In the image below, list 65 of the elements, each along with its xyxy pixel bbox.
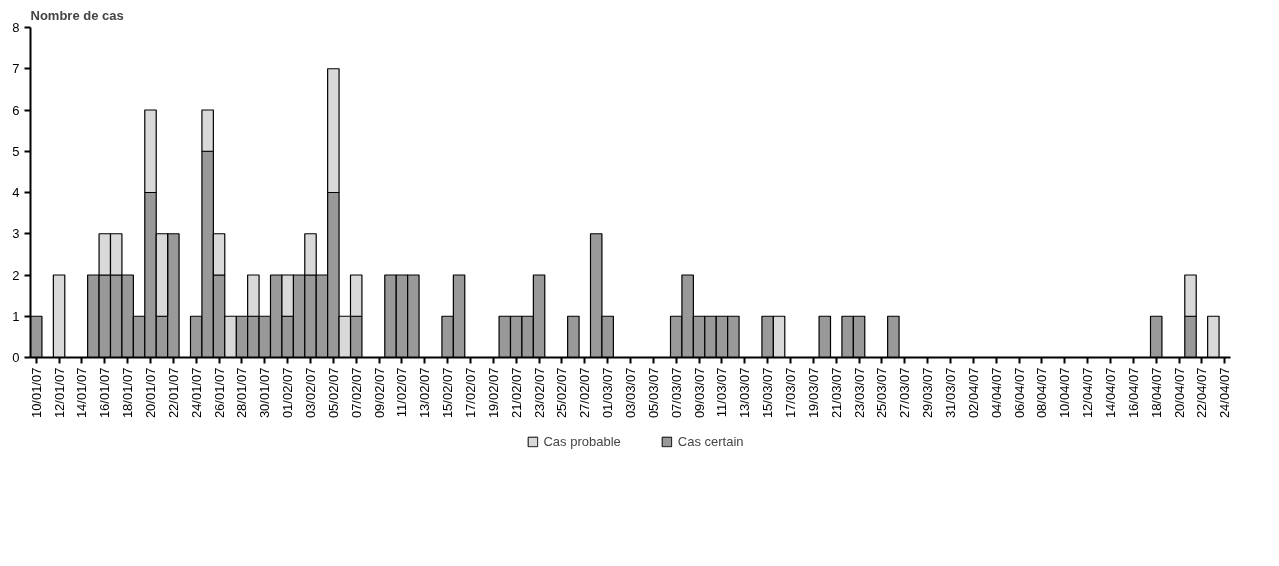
x-tick-label: 01/02/07 xyxy=(280,367,296,419)
x-tick-label: 30/01/07 xyxy=(257,367,273,419)
x-tick-label: 06/04/07 xyxy=(1011,367,1027,419)
x-tick-label: 11/03/07 xyxy=(714,367,730,418)
x-tick-label: 08/04/07 xyxy=(1034,367,1050,419)
y-tick-label: 8 xyxy=(12,20,20,35)
x-tick-label: 12/01/07 xyxy=(51,367,67,419)
x-tick-label: 24/04/07 xyxy=(1217,367,1233,419)
x-tick-label: 04/04/07 xyxy=(988,367,1004,419)
x-tick-label: 13/02/07 xyxy=(417,367,433,419)
x-tick-label: 23/03/07 xyxy=(851,367,867,419)
x-tick-label: 03/03/07 xyxy=(623,367,638,419)
x-tick-label: 01/03/07 xyxy=(600,367,616,419)
x-tick-label: 14/04/07 xyxy=(1103,367,1118,419)
x-tick-label: 25/03/07 xyxy=(874,367,890,419)
x-tick-label: 18/01/07 xyxy=(120,367,136,419)
x-tick-label: 10/04/07 xyxy=(1057,367,1073,419)
x-tick-label: 24/01/07 xyxy=(188,367,204,419)
x-tick-label: 20/01/07 xyxy=(143,367,158,419)
y-tick-label: 5 xyxy=(12,143,20,159)
x-tick-label: 15/02/07 xyxy=(440,367,456,419)
x-tick-label: 22/01/07 xyxy=(165,367,181,419)
y-tick-label: 2 xyxy=(12,267,20,283)
x-tick-label: 27/02/07 xyxy=(577,367,593,419)
x-tick-label: 22/04/07 xyxy=(1194,367,1210,419)
chart-title: Nombre de cas xyxy=(30,7,124,23)
x-tick-label: 27/03/07 xyxy=(897,367,913,419)
y-tick-label: 0 xyxy=(12,350,20,365)
x-tick-label: 17/02/07 xyxy=(463,367,478,419)
x-tick-label: 11/02/07 xyxy=(394,367,410,418)
x-tick-label: 05/02/07 xyxy=(325,367,341,419)
y-tick-label: 6 xyxy=(12,102,20,118)
x-tick-label: 13/03/07 xyxy=(737,367,753,419)
x-tick-label: 12/04/07 xyxy=(1080,367,1096,419)
x-tick-label: 17/03/07 xyxy=(783,367,798,419)
y-tick-label: 3 xyxy=(12,226,20,242)
x-tick-label: 07/02/07 xyxy=(348,367,364,419)
legend-label: Cas certain xyxy=(677,433,744,449)
x-tick-label: 25/02/07 xyxy=(554,367,570,419)
x-tick-label: 28/01/07 xyxy=(234,367,250,419)
legend-label: Cas probable xyxy=(543,433,621,449)
x-tick-label: 09/02/07 xyxy=(371,367,387,419)
x-tick-label: 05/03/07 xyxy=(645,367,661,419)
x-tick-label: 31/03/07 xyxy=(943,367,958,419)
x-tick-label: 16/01/07 xyxy=(97,367,113,419)
x-tick-label: 16/04/07 xyxy=(1125,367,1141,419)
x-tick-label: 19/02/07 xyxy=(485,367,501,419)
x-tick-label: 23/02/07 xyxy=(531,367,547,419)
x-tick-label: 21/02/07 xyxy=(508,367,524,419)
x-tick-label: 14/01/07 xyxy=(74,367,90,419)
x-tick-label: 20/04/07 xyxy=(1171,367,1187,419)
x-tick-label: 10/01/07 xyxy=(28,367,44,419)
x-tick-label: 07/03/07 xyxy=(668,367,684,419)
y-tick-label: 4 xyxy=(12,185,20,200)
x-tick-label: 29/03/07 xyxy=(920,367,936,419)
x-tick-label: 02/04/07 xyxy=(965,367,981,419)
x-tick-label: 03/02/07 xyxy=(303,367,318,419)
y-tick-label: 7 xyxy=(12,61,20,77)
x-tick-label: 19/03/07 xyxy=(805,367,821,419)
x-tick-label: 15/03/07 xyxy=(760,367,776,419)
x-tick-label: 21/03/07 xyxy=(828,367,844,419)
x-tick-label: 09/03/07 xyxy=(691,367,707,419)
x-tick-label: 18/04/07 xyxy=(1148,367,1164,419)
x-tick-label: 26/01/07 xyxy=(211,367,227,419)
y-tick-label: 1 xyxy=(12,308,20,324)
